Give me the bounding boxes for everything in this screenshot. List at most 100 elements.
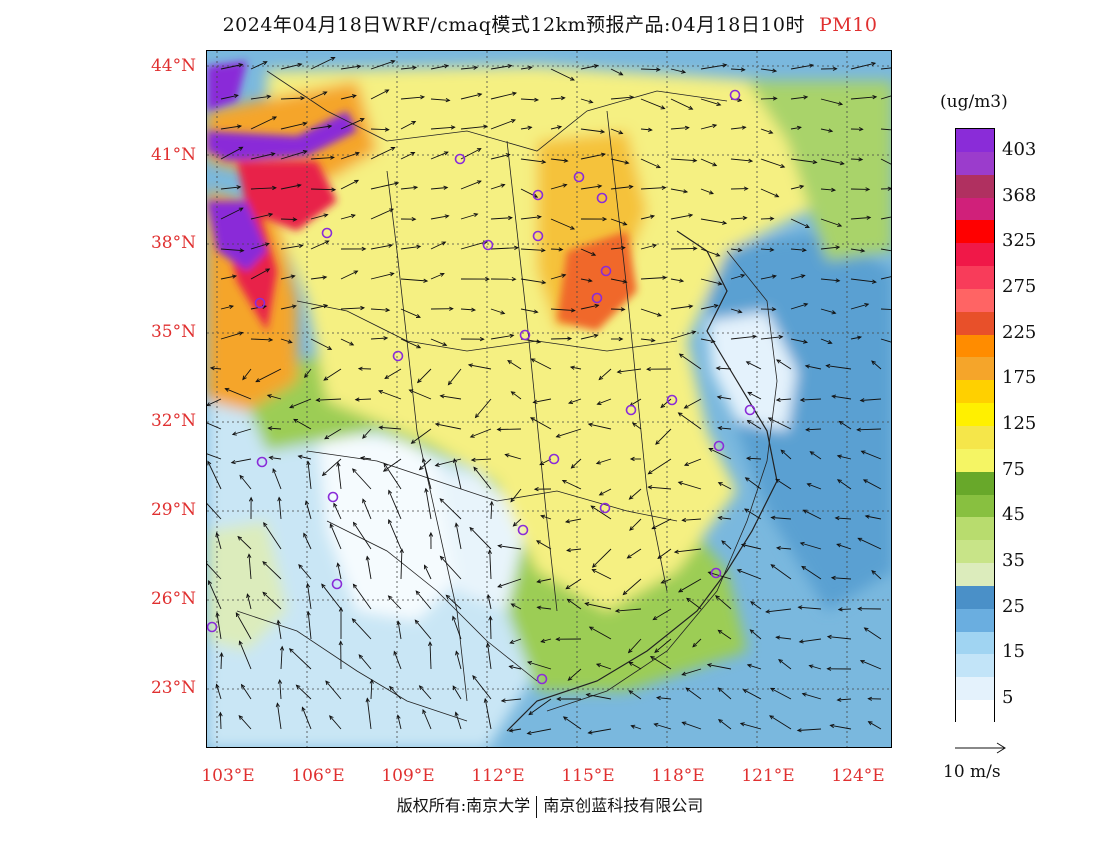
wind-vector <box>807 483 822 490</box>
wind-vector-head <box>561 273 567 278</box>
wind-vector <box>632 422 642 430</box>
wind-vector-head <box>857 537 863 542</box>
wind-vector <box>661 578 672 584</box>
wind-vector-head <box>836 454 842 459</box>
wind-vector <box>760 275 776 280</box>
wind-vector <box>415 590 432 610</box>
wind-vector <box>580 304 599 310</box>
wind-vector <box>324 428 342 440</box>
wind-vector <box>429 642 432 670</box>
wind-vector-head <box>302 150 308 155</box>
wind-vector-head <box>655 67 661 72</box>
wind-vector-head <box>411 121 417 125</box>
wind-vector <box>370 337 388 340</box>
wind-vector-head <box>647 485 653 490</box>
wind-vector-head <box>566 548 571 553</box>
wind-vector-head <box>536 339 542 344</box>
wind-vector-head <box>591 563 597 568</box>
wind-vector <box>730 217 747 220</box>
wind-vector-head <box>717 718 723 724</box>
wind-vector-head <box>416 244 422 249</box>
wind-vector <box>550 158 568 162</box>
wind-vector <box>490 308 505 314</box>
wind-vector-head <box>530 417 535 422</box>
wind-vector-head <box>473 65 479 70</box>
wind-vector <box>220 125 242 130</box>
wind-vector-head <box>323 304 329 309</box>
wind-vector <box>362 428 372 439</box>
wind-vector <box>238 715 252 730</box>
wind-vector <box>836 543 852 550</box>
wind-vector <box>489 550 492 580</box>
wind-vector-head <box>396 620 401 626</box>
wind-vector <box>730 274 745 280</box>
wind-vector <box>430 187 448 190</box>
wind-vector-head <box>771 274 777 279</box>
wind-vector <box>750 629 762 640</box>
wind-vector-head <box>287 339 293 344</box>
wind-vector <box>653 608 672 620</box>
wind-vector <box>400 96 425 100</box>
wind-vector <box>241 684 252 700</box>
wind-vector <box>838 608 852 611</box>
wind-vector <box>790 218 810 228</box>
wind-vector-head <box>387 595 393 600</box>
wind-vector <box>400 245 421 250</box>
wind-vector-head <box>591 569 597 573</box>
chart-title: 2024年04月18日WRF/cmaq模式12km预报产品:04月18日10时 P… <box>0 10 1100 37</box>
wind-vector <box>592 569 612 580</box>
wind-vector-head <box>600 152 606 157</box>
wind-vector-head <box>688 213 694 218</box>
wind-vector <box>880 248 891 252</box>
wind-vector <box>510 638 522 644</box>
wind-vector-head <box>765 609 770 614</box>
wind-vector <box>550 184 567 190</box>
wind-vector <box>220 248 244 252</box>
wind-vector-head <box>454 522 459 528</box>
wind-vector <box>225 388 252 400</box>
wind-vector <box>250 187 276 190</box>
wind-vector-head <box>327 345 333 350</box>
wind-vector-head <box>208 579 212 585</box>
wind-vector-head <box>293 418 299 423</box>
wind-vector <box>472 675 492 700</box>
wind-vector <box>497 428 522 430</box>
wind-vector-head <box>354 151 360 156</box>
wind-vector-head <box>717 425 723 431</box>
wind-vector-head <box>867 696 873 701</box>
very-high-pm-region <box>237 161 337 231</box>
wind-vector-head <box>831 394 837 399</box>
wind-vector-head <box>393 650 398 656</box>
wind-vector-head <box>323 213 329 218</box>
wind-vector-head <box>866 215 872 220</box>
wind-vector <box>803 509 822 520</box>
wind-vector-head <box>692 246 698 251</box>
wind-vector <box>700 158 717 167</box>
wind-vector <box>455 523 462 550</box>
wind-vector-head <box>231 431 237 436</box>
wind-vector-head <box>780 449 786 455</box>
wind-vector <box>397 621 402 640</box>
wind-vector-head <box>359 118 365 122</box>
colorbar-segment <box>956 334 994 358</box>
wind-vector <box>383 458 402 472</box>
wind-vector <box>718 482 732 490</box>
wind-vector <box>310 156 334 160</box>
wind-vector-head <box>677 481 683 486</box>
wind-vector <box>718 517 732 520</box>
wind-vector <box>207 398 222 407</box>
wind-vector <box>682 518 702 521</box>
wind-vector-head <box>736 569 742 574</box>
wind-vector <box>232 428 252 435</box>
wind-vector <box>678 481 702 490</box>
wind-vector-head <box>365 555 370 561</box>
wind-vector <box>471 458 492 461</box>
pm10-field <box>207 51 891 747</box>
wind-vector <box>590 505 612 520</box>
wind-vector <box>310 188 336 191</box>
wind-vector-head <box>564 519 571 524</box>
wind-vector-head <box>828 128 834 133</box>
wind-vector-head <box>737 97 743 103</box>
wind-vector-head <box>588 99 594 104</box>
wind-vector-head <box>628 690 634 695</box>
